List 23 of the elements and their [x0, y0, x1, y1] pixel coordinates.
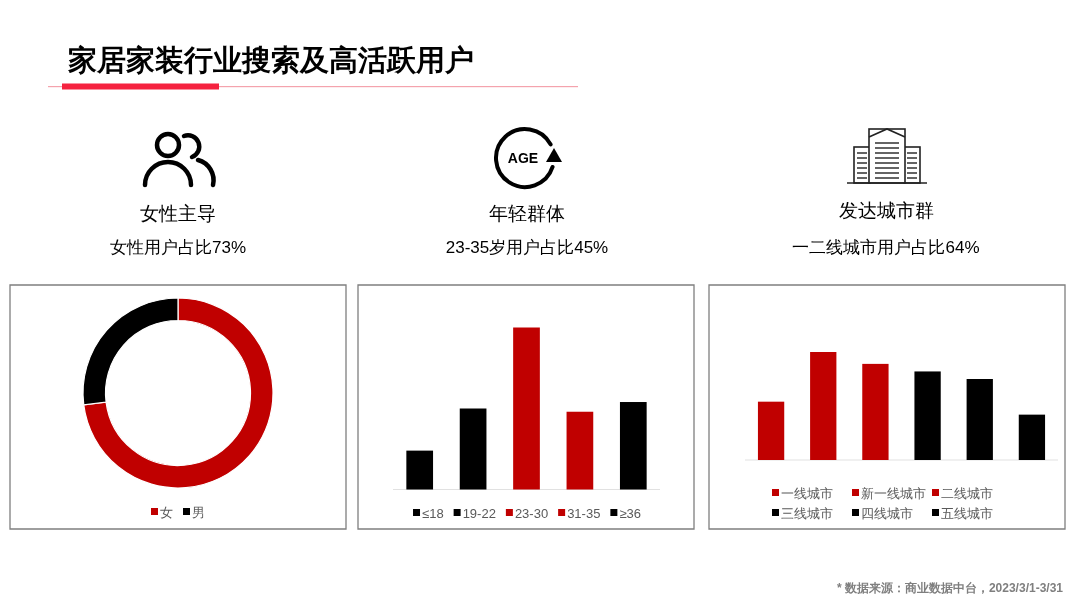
legend-label: 三线城市	[781, 506, 833, 521]
donut-slice	[83, 297, 274, 489]
chart-title: 年轻群体	[489, 203, 565, 224]
legend-label: 四线城市	[861, 506, 913, 521]
legend-label: ≥36	[619, 506, 641, 521]
legend-label: 19-22	[462, 506, 496, 521]
chart-title: 女性主导	[140, 203, 216, 224]
text: AGE	[507, 150, 539, 166]
chart-subtitle: 一二线城市用户占比64%	[792, 238, 980, 257]
legend-label: 新一线城市	[861, 486, 926, 501]
legend-label: 一线城市	[781, 486, 833, 501]
legend-label: 二线城市	[941, 486, 993, 501]
legend-label: 23-30	[514, 506, 549, 521]
chart-subtitle: 23-35岁用户占比45%	[445, 238, 609, 257]
legend-label: 男	[192, 505, 205, 520]
legend-label: 31-35	[567, 506, 601, 521]
legend-label: ≤18	[422, 506, 444, 521]
chart-subtitle: 女性用户占比73%	[109, 238, 247, 257]
legend-label: 女	[160, 505, 173, 520]
text: 家居家装行业搜索及高活跃用户	[67, 44, 474, 76]
chart-title: 发达城市群	[838, 200, 934, 221]
text: * 数据来源：商业数据中台，2023/3/1-3/31	[836, 581, 1064, 595]
legend-label: 五线城市	[941, 506, 993, 521]
